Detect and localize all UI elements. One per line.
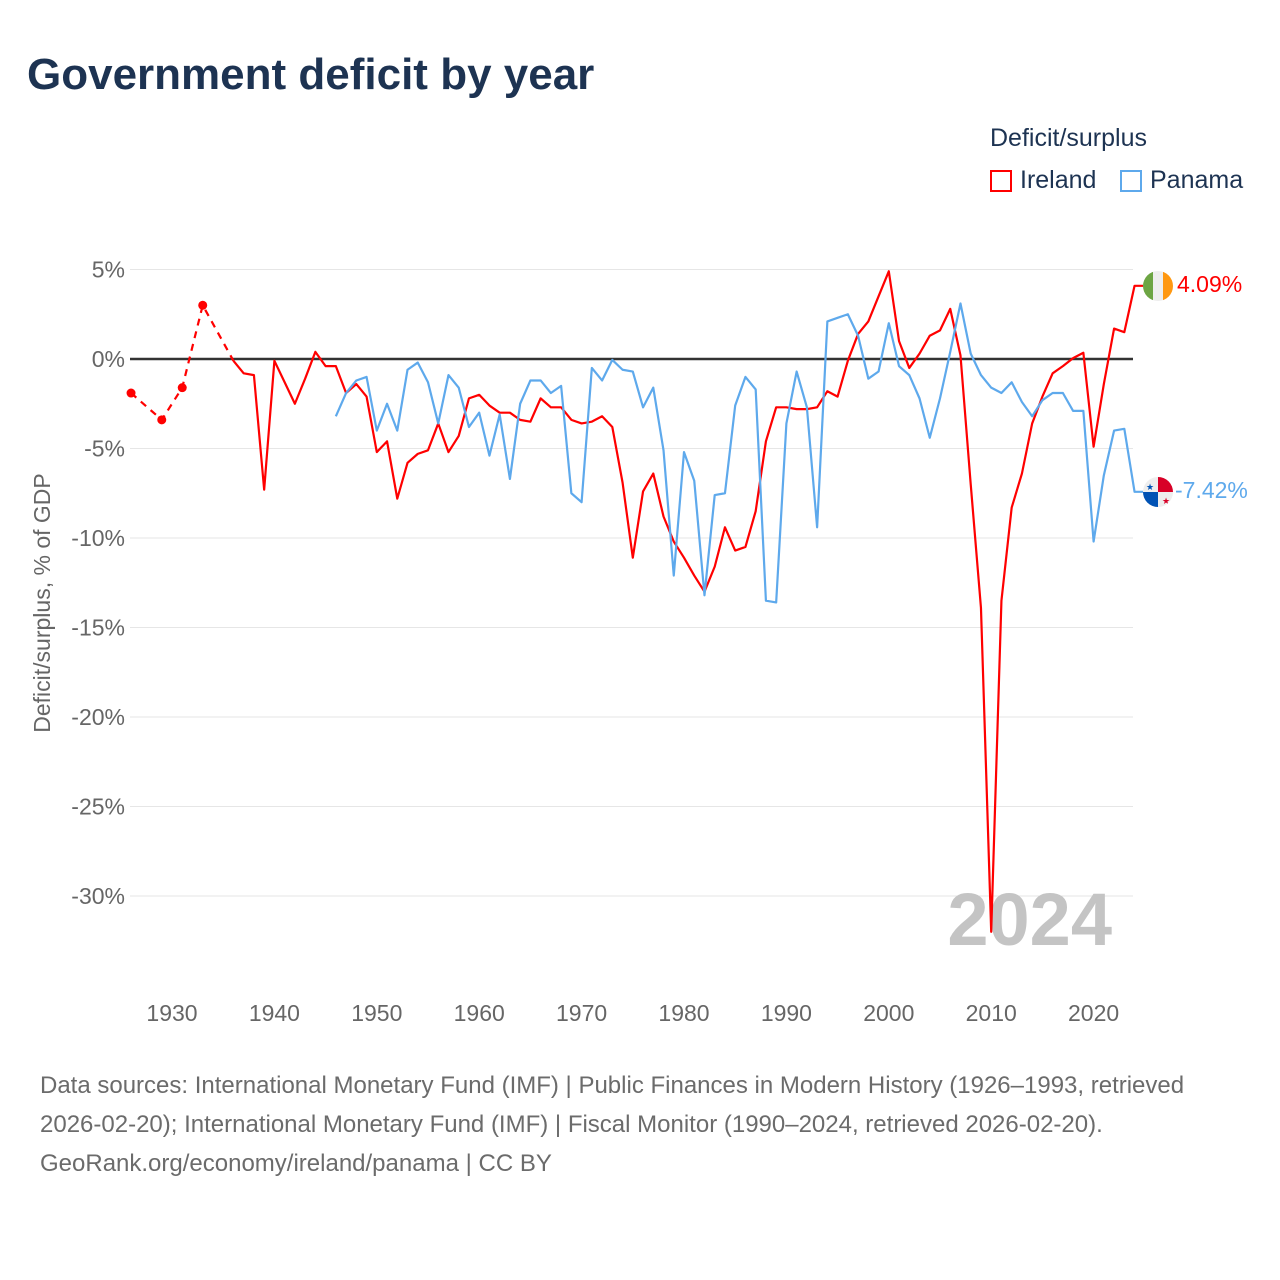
ireland-dashed-line [130,302,235,422]
panama-series-line [334,302,1143,604]
y-tick-label: -25% [71,794,125,820]
chart-title: Government deficit by year [27,50,595,99]
data-sources: Data sources: International Monetary Fun… [40,1072,1185,1138]
footer: Data sources: International Monetary Fun… [40,1066,1240,1183]
ireland-data-point [177,383,187,393]
x-tick-label: 1940 [249,1000,300,1026]
legend-label-ireland: Ireland [1020,166,1097,194]
svg-text:★: ★ [1146,482,1154,492]
x-tick-label: 2020 [1068,1000,1119,1026]
y-tick-label: 5% [92,257,125,283]
legend-title: Deficit/surplus [990,124,1147,152]
y-tick-label: -15% [71,615,125,641]
legend-swatch-ireland [990,169,1012,192]
legend-item-ireland[interactable]: Ireland [990,166,1096,195]
x-tick-label: 1960 [454,1000,505,1026]
year-watermark: 2024 [947,878,1112,961]
panama-flag-icon: ★ ★ [1143,477,1173,507]
x-tick-label: 2000 [863,1000,914,1026]
legend-item-panama[interactable]: Panama [1120,166,1243,195]
y-tick-label: -20% [71,704,125,730]
svg-text:★: ★ [1162,496,1170,506]
y-tick-label: -10% [71,525,125,551]
x-tick-label: 1930 [146,1000,197,1026]
legend-label-panama: Panama [1150,166,1244,194]
ireland-end-label: 4.09% [1177,271,1242,297]
y-tick-label: 0% [92,346,125,372]
x-tick-label: 1970 [556,1000,607,1026]
x-tick-label: 1950 [351,1000,402,1026]
x-tick-label: 1980 [658,1000,709,1026]
legend-swatch-panama [1120,169,1142,192]
ireland-data-point [198,300,208,310]
y-axis-label: Deficit/surplus, % of GDP [29,473,55,732]
ireland-flag-icon [1143,271,1173,301]
panama-end-label: -7.42% [1175,477,1248,503]
ireland-data-point [157,415,167,425]
x-tick-label: 1990 [761,1000,812,1026]
y-tick-label: -5% [84,436,125,462]
credit-link[interactable]: GeoRank.org/economy/ireland/panama | CC … [40,1150,552,1177]
ireland-data-point [126,388,136,398]
x-tick-label: 2010 [966,1000,1017,1026]
y-tick-label: -30% [71,883,125,909]
ireland-series-line [232,270,1143,933]
